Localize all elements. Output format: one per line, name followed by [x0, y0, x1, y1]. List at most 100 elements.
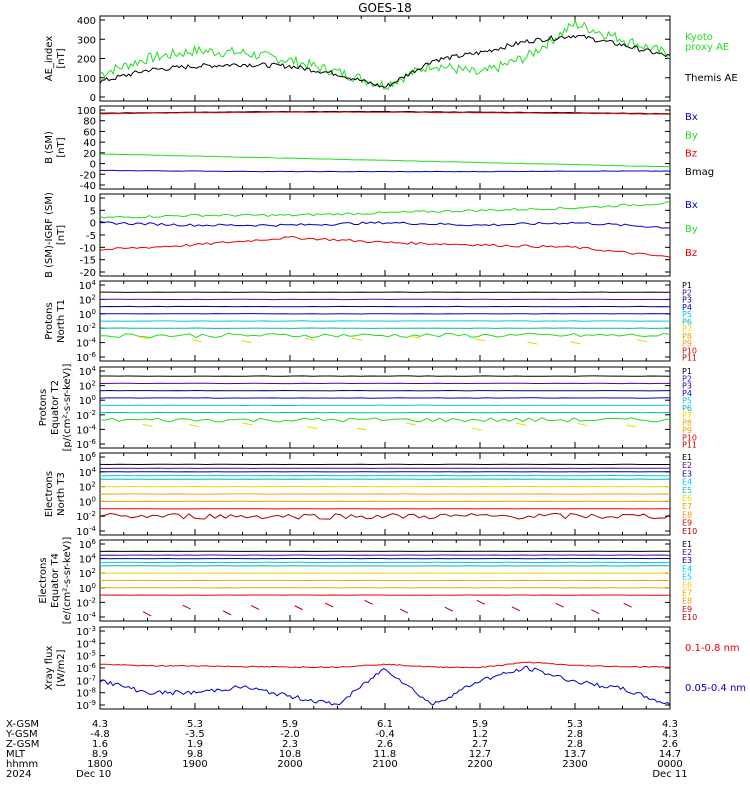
y-tick-label: 10-7 — [76, 674, 96, 687]
sparse-mark — [637, 340, 647, 342]
sparse-mark — [223, 611, 231, 615]
panel-frame — [100, 106, 670, 189]
y-tick-label: 10-4 — [76, 637, 96, 650]
legend-0-05-0-4-nm: 0.05-0.4 nm — [685, 683, 746, 694]
y-axis-label: [nT] — [56, 48, 67, 68]
y-axis-label: Xray flux — [44, 646, 55, 691]
y-tick-label: 100 — [77, 74, 96, 85]
y-axis-label: Equator T2 — [50, 380, 61, 435]
y-axis-label: [nT] — [56, 225, 67, 245]
y-axis-label: Electrons — [44, 471, 55, 517]
sparse-mark — [445, 607, 453, 611]
legend-bx: Bx — [685, 200, 698, 211]
y-tick-label: 80 — [83, 117, 96, 128]
sparse-mark — [242, 423, 252, 425]
legend-bx: Bx — [685, 112, 698, 123]
sparse-mark — [512, 607, 520, 611]
y-tick-label: 10-5 — [76, 650, 96, 663]
y-tick-label: 10-4 — [76, 525, 96, 538]
y-axis-label: [p/(cm²-s-sr-keV)] — [62, 364, 73, 452]
footer-row-label: 2024 — [6, 769, 31, 780]
y-tick-label: 10-2 — [76, 596, 96, 609]
sparse-mark — [143, 424, 153, 426]
y-tick-label: 10 — [83, 194, 96, 205]
y-tick-label: -5 — [86, 231, 96, 242]
y-axis-label: AE_index — [44, 36, 55, 82]
sparse-mark — [410, 336, 420, 338]
sparse-mark — [189, 425, 199, 427]
sparse-mark — [251, 605, 259, 609]
sparse-mark — [143, 612, 151, 616]
y-tick-label: 100 — [79, 394, 96, 407]
sparse-mark — [295, 606, 303, 610]
y-tick-label: 60 — [83, 127, 96, 138]
footer-group: X-GSMY-GSMZ-GSMMLThhmm20244.3-4.81.68.91… — [5, 719, 688, 780]
y-tick-label: 100 — [79, 495, 96, 508]
y-tick-label: -10 — [80, 243, 96, 254]
y-tick-label: -40 — [80, 181, 96, 192]
footer-value: 2300 — [562, 759, 587, 770]
y-tick-label: 10-3 — [76, 625, 96, 638]
y-tick-label: 106 — [79, 538, 97, 551]
y-tick-label: 104 — [79, 365, 97, 378]
footer-value: Dec 10 — [76, 769, 111, 780]
y-axis-label: North T3 — [56, 472, 67, 516]
y-tick-label: -20 — [80, 170, 96, 181]
y-tick-label: -15 — [80, 256, 96, 267]
y-tick-label: 104 — [79, 279, 97, 292]
y-axis-label: B (SM)-IGRF (SM) — [44, 192, 55, 278]
y-tick-label: 5 — [90, 206, 96, 217]
y-tick-label: 20 — [83, 149, 96, 160]
sparse-mark — [475, 339, 485, 341]
footer-value: 1900 — [182, 759, 207, 770]
y-tick-label: 10-6 — [76, 662, 96, 675]
sparse-mark — [578, 424, 588, 426]
y-tick-label: 100 — [79, 582, 96, 595]
y-tick-label: 10-4 — [76, 337, 96, 350]
y-tick-label: 102 — [79, 293, 96, 306]
sparse-mark — [183, 605, 191, 609]
legend-by: By — [685, 224, 698, 235]
sparse-mark — [357, 428, 367, 430]
series-bz — [100, 112, 670, 114]
y-axis-label: North T1 — [56, 299, 67, 343]
sparse-mark — [400, 609, 408, 613]
legend-themis-ae: Themis AE — [684, 73, 738, 84]
legend-e10: E10 — [682, 613, 697, 622]
panel-frame — [100, 367, 670, 448]
series-by — [100, 154, 670, 167]
y-tick-label: 200 — [77, 55, 96, 66]
y-tick-label: 0 — [90, 219, 96, 230]
legend-by: By — [685, 130, 698, 141]
sparse-mark — [241, 341, 251, 343]
legend-bz: Bz — [685, 248, 697, 259]
y-axis-label: [nT] — [56, 137, 67, 157]
y-tick-label: 10-2 — [76, 510, 96, 523]
y-axis-label: Protons — [38, 389, 49, 426]
y-axis-label: Electrons — [38, 557, 49, 603]
y-tick-label: 10-2 — [76, 322, 96, 335]
y-tick-label: 102 — [79, 567, 96, 580]
y-tick-label: 400 — [77, 16, 96, 27]
y-axis-label: B (SM) — [44, 131, 55, 164]
sparse-mark — [325, 603, 333, 607]
footer-value: 2200 — [467, 759, 492, 770]
y-tick-label: 10-6 — [76, 351, 96, 364]
footer-value: Dec 11 — [652, 769, 687, 780]
sparse-mark — [472, 428, 482, 430]
sparse-mark — [305, 338, 315, 340]
sparse-mark — [527, 342, 537, 344]
y-tick-label: 102 — [79, 380, 96, 393]
y-tick-label: 0 — [90, 93, 96, 104]
sparse-mark — [365, 600, 373, 604]
legend-bmag: Bmag — [685, 167, 714, 178]
y-tick-label: 104 — [79, 553, 97, 566]
